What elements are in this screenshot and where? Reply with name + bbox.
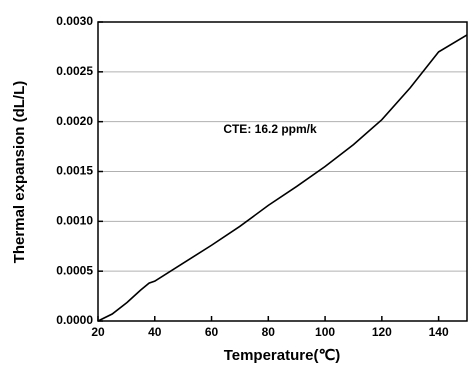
y-tick-label: 0.0010 bbox=[56, 214, 93, 228]
annotation: CTE: 16.2 ppm/k bbox=[223, 122, 317, 136]
x-tick-label: 60 bbox=[205, 325, 219, 339]
y-axis-title: Thermal expansion (dL/L) bbox=[11, 81, 28, 264]
x-tick-label: 100 bbox=[315, 325, 335, 339]
data-line bbox=[97, 34, 468, 322]
x-tick-label: 80 bbox=[262, 325, 276, 339]
x-tick-label: 20 bbox=[91, 325, 105, 339]
x-tick-label: 120 bbox=[372, 325, 392, 339]
x-tick-label: 40 bbox=[148, 325, 162, 339]
y-tick-label: 0.0005 bbox=[56, 263, 93, 277]
y-tick-label: 0.0000 bbox=[56, 313, 93, 327]
y-tick-label: 0.0020 bbox=[56, 114, 93, 128]
plot-frame bbox=[97, 21, 468, 322]
y-tick-label: 0.0030 bbox=[56, 14, 93, 28]
x-axis-title: Temperature(℃) bbox=[224, 347, 341, 364]
y-tick-label: 0.0025 bbox=[56, 64, 93, 78]
y-tick-label: 0.0015 bbox=[56, 164, 93, 178]
x-tick-label: 140 bbox=[429, 325, 449, 339]
